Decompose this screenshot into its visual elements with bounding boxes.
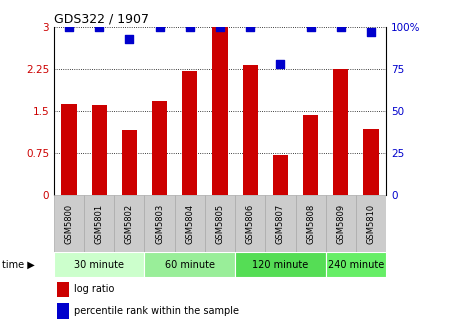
- Bar: [333, 69, 348, 195]
- FancyBboxPatch shape: [235, 252, 326, 277]
- Text: time ▶: time ▶: [2, 260, 35, 269]
- Text: 60 minute: 60 minute: [165, 260, 215, 269]
- FancyBboxPatch shape: [265, 195, 295, 252]
- FancyBboxPatch shape: [145, 252, 235, 277]
- FancyBboxPatch shape: [54, 252, 145, 277]
- Point: [126, 36, 133, 41]
- Text: 30 minute: 30 minute: [74, 260, 124, 269]
- Text: GSM5806: GSM5806: [246, 203, 255, 244]
- Text: log ratio: log ratio: [74, 285, 114, 294]
- FancyBboxPatch shape: [175, 195, 205, 252]
- Bar: [212, 27, 228, 195]
- Text: GSM5809: GSM5809: [336, 203, 345, 244]
- Text: 240 minute: 240 minute: [328, 260, 384, 269]
- Point: [66, 24, 73, 30]
- Text: GSM5805: GSM5805: [216, 203, 224, 244]
- Text: GSM5807: GSM5807: [276, 203, 285, 244]
- Text: GSM5801: GSM5801: [95, 203, 104, 244]
- FancyBboxPatch shape: [326, 195, 356, 252]
- Bar: [152, 101, 167, 195]
- Text: GSM5804: GSM5804: [185, 203, 194, 244]
- FancyBboxPatch shape: [54, 195, 84, 252]
- FancyBboxPatch shape: [84, 195, 114, 252]
- FancyBboxPatch shape: [145, 195, 175, 252]
- Point: [216, 24, 224, 30]
- Text: GSM5803: GSM5803: [155, 203, 164, 244]
- Bar: [92, 105, 107, 195]
- Text: GSM5810: GSM5810: [366, 203, 375, 244]
- Bar: [122, 130, 137, 195]
- Bar: [182, 71, 198, 195]
- Bar: [62, 104, 76, 195]
- Point: [156, 24, 163, 30]
- Bar: [57, 303, 69, 319]
- Bar: [364, 129, 379, 195]
- Text: GSM5800: GSM5800: [65, 203, 74, 244]
- Text: percentile rank within the sample: percentile rank within the sample: [74, 306, 239, 316]
- Point: [277, 61, 284, 67]
- Bar: [242, 65, 258, 195]
- Text: 120 minute: 120 minute: [252, 260, 308, 269]
- FancyBboxPatch shape: [114, 195, 145, 252]
- Text: GDS322 / 1907: GDS322 / 1907: [54, 13, 149, 26]
- Point: [367, 29, 374, 35]
- FancyBboxPatch shape: [356, 195, 386, 252]
- FancyBboxPatch shape: [205, 195, 235, 252]
- Point: [186, 24, 194, 30]
- Text: GSM5808: GSM5808: [306, 203, 315, 244]
- Text: GSM5802: GSM5802: [125, 203, 134, 244]
- Bar: [303, 115, 318, 195]
- Bar: [57, 282, 69, 297]
- Bar: [273, 155, 288, 195]
- FancyBboxPatch shape: [295, 195, 326, 252]
- FancyBboxPatch shape: [326, 252, 386, 277]
- Point: [247, 24, 254, 30]
- Point: [96, 24, 103, 30]
- FancyBboxPatch shape: [235, 195, 265, 252]
- Point: [307, 24, 314, 30]
- Point: [337, 24, 344, 30]
